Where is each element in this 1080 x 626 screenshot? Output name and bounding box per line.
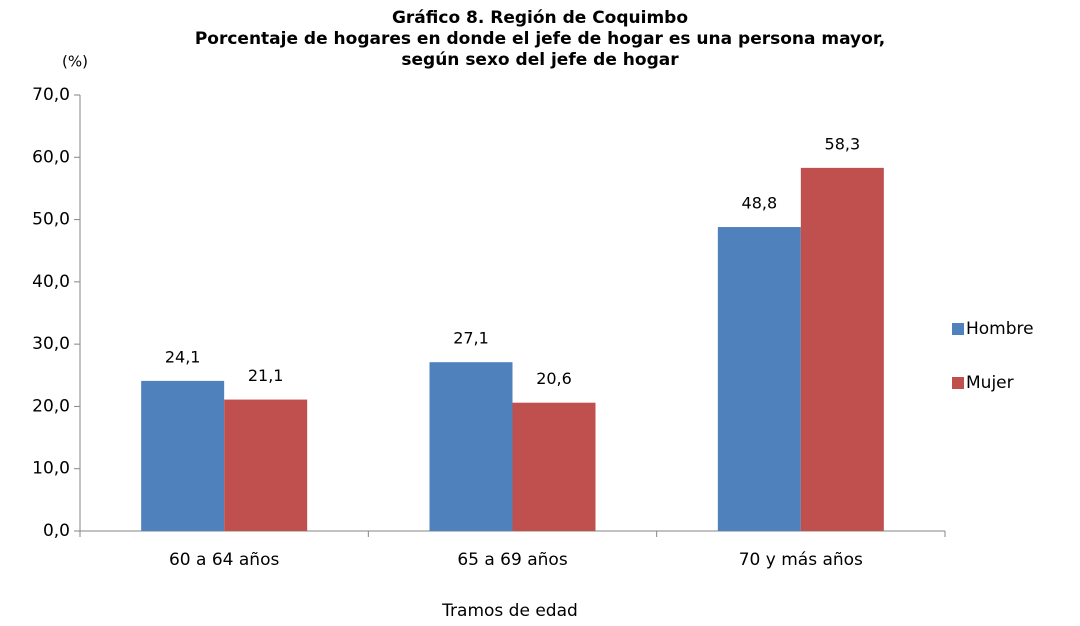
- bar: [512, 402, 596, 531]
- x-tick-label: 60 a 64 años: [169, 550, 279, 570]
- legend-swatch: [952, 323, 964, 335]
- y-tick-label: 40,0: [32, 272, 70, 292]
- value-label: 58,3: [825, 134, 861, 153]
- y-tick-label: 50,0: [32, 210, 70, 230]
- x-tick-label: 70 y más años: [739, 550, 863, 570]
- bar: [429, 362, 513, 531]
- bar: [224, 399, 308, 531]
- y-tick-label: 20,0: [32, 396, 70, 416]
- y-tick-label: 70,0: [32, 85, 70, 105]
- bar: [800, 167, 884, 532]
- chart-title: Gráfico 8. Región de Coquimbo: [392, 8, 688, 28]
- legend-label: Hombre: [966, 319, 1034, 339]
- y-tick-label: 10,0: [32, 459, 70, 479]
- legend-swatch: [952, 377, 964, 389]
- y-axis-label: (%): [62, 53, 88, 71]
- bar: [141, 380, 225, 531]
- x-tick-label: 65 a 69 años: [457, 550, 567, 570]
- value-label: 20,6: [536, 369, 572, 388]
- x-axis-label: Tramos de edad: [441, 601, 578, 621]
- value-label: 27,1: [453, 329, 489, 348]
- y-tick-label: 30,0: [32, 334, 70, 354]
- value-label: 48,8: [742, 194, 778, 213]
- value-label: 24,1: [165, 347, 201, 366]
- legend-label: Mujer: [966, 373, 1014, 393]
- chart-subtitle: Porcentaje de hogares en donde el jefe d…: [195, 29, 885, 49]
- bar: [717, 227, 801, 531]
- chart-subtitle: según sexo del jefe de hogar: [401, 50, 679, 70]
- y-tick-label: 60,0: [32, 147, 70, 167]
- y-tick-label: 0,0: [43, 521, 70, 541]
- value-label: 21,1: [248, 366, 284, 385]
